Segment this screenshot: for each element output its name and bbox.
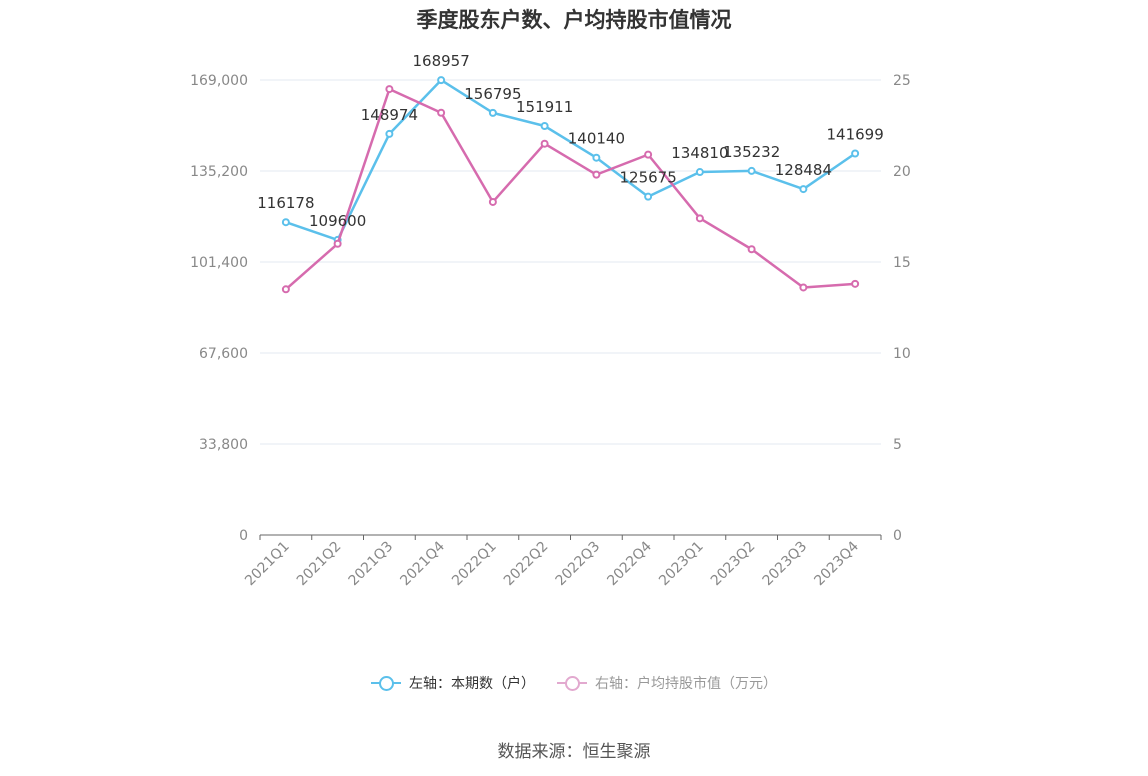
data-point	[488, 108, 497, 117]
data-point	[592, 153, 601, 162]
series-line	[285, 78, 856, 242]
data-point	[540, 139, 549, 148]
x-tick-label: 2023Q1	[656, 539, 707, 590]
x-tick-label: 2023Q3	[760, 539, 811, 590]
x-tick-label: 2023Q4	[811, 538, 862, 589]
legend: 左轴：本期数（户） 右轴：户均持股市值（万元）	[0, 673, 1148, 693]
right-tick-label: 15	[893, 255, 911, 271]
right-tick-label: 5	[893, 437, 902, 453]
data-label: 116178	[257, 194, 314, 212]
x-tick-label: 2022Q1	[449, 539, 500, 590]
data-point	[644, 192, 653, 201]
left-tick-label: 169,000	[190, 73, 248, 89]
data-point	[385, 85, 394, 94]
x-tick-label: 2021Q3	[346, 539, 397, 590]
data-label: 140140	[568, 130, 625, 148]
data-label: 109600	[309, 212, 366, 230]
data-point	[799, 283, 808, 292]
legend-item-market-value[interactable]: 右轴：户均持股市值（万元）	[557, 673, 777, 693]
x-tick-label: 2022Q4	[604, 538, 655, 589]
grid-layer	[260, 79, 881, 445]
legend-item-households[interactable]: 左轴：本期数（户）	[371, 673, 535, 693]
data-label: 128484	[775, 161, 832, 179]
data-point	[488, 197, 497, 206]
x-tick-label: 2021Q2	[294, 539, 345, 590]
data-point	[592, 170, 601, 179]
legend-label-market-value: 右轴：户均持股市值（万元）	[595, 676, 777, 692]
left-tick-label: 0	[239, 528, 248, 544]
data-point	[281, 285, 290, 294]
data-point	[851, 149, 860, 158]
x-tick-label: 2021Q1	[242, 539, 293, 590]
right-tick-label: 0	[893, 528, 902, 544]
series-line	[285, 87, 856, 291]
data-label: 168957	[412, 52, 469, 70]
data-point	[695, 168, 704, 177]
data-label: 151911	[516, 98, 573, 116]
legend-label-households: 左轴：本期数（户）	[409, 676, 535, 692]
axis-layer: 0 0 33,800 5 67,600 10 101,400 15 135,200 20 169,0…	[190, 73, 911, 589]
data-point	[281, 218, 290, 227]
data-point	[540, 122, 549, 131]
left-tick-label: 101,400	[190, 255, 248, 271]
data-point	[437, 76, 446, 85]
data-point	[333, 239, 342, 248]
right-tick-label: 25	[893, 73, 911, 89]
right-tick-label: 20	[893, 164, 911, 180]
data-label: 156795	[464, 85, 521, 103]
data-label: 134810	[671, 144, 728, 162]
chart-title: 季度股东户数、户均持股市值情况	[416, 8, 732, 32]
data-source: 数据来源：恒生聚源	[497, 742, 651, 762]
data-label: 125675	[619, 169, 676, 187]
data-point	[437, 108, 446, 117]
data-label: 141699	[826, 126, 883, 144]
data-point	[385, 129, 394, 138]
data-point	[695, 214, 704, 223]
series-layer	[281, 76, 860, 294]
data-point	[799, 185, 808, 194]
data-label: 148974	[361, 106, 418, 124]
x-tick-label: 2022Q3	[553, 539, 604, 590]
x-tick-label: 2023Q2	[708, 539, 759, 590]
x-tick-label: 2022Q2	[501, 539, 552, 590]
legend-line-icon	[557, 675, 587, 691]
data-point	[644, 150, 653, 159]
left-tick-label: 33,800	[199, 437, 248, 453]
left-tick-label: 135,200	[190, 164, 248, 180]
x-tick-label: 2021Q4	[397, 538, 448, 589]
left-tick-label: 67,600	[199, 346, 248, 362]
right-tick-label: 10	[893, 346, 911, 362]
data-point	[851, 279, 860, 288]
legend-line-icon	[371, 675, 401, 691]
data-label: 135232	[723, 143, 780, 161]
data-point	[747, 245, 756, 254]
data-point	[747, 166, 756, 175]
